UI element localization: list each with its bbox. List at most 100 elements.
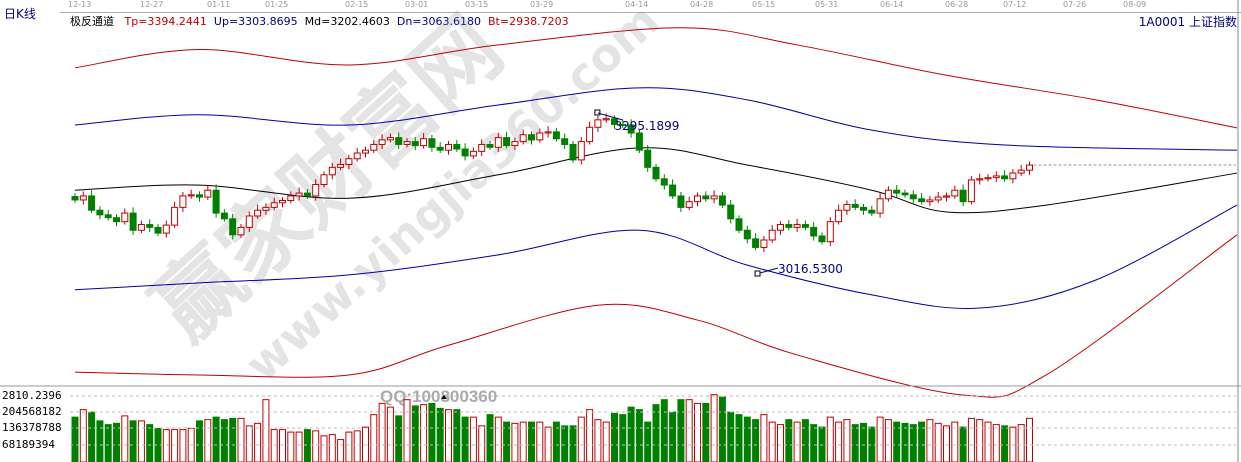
candle-down bbox=[486, 143, 494, 148]
legend-up: Up=3303.8695 bbox=[213, 15, 298, 28]
date-axis: 12-13 12-27 01-11 01-25 02-15 03-01 03-15 03-29… bbox=[60, 0, 1241, 13]
candle-up bbox=[1017, 169, 1025, 174]
symbol-label: 1A0001 上证指数 bbox=[1138, 15, 1237, 29]
candle-down bbox=[860, 206, 867, 211]
date-tick: 02-15 bbox=[345, 0, 369, 9]
date-tick: 03-01 bbox=[405, 0, 429, 9]
date-tick: 05-15 bbox=[752, 0, 776, 9]
volume-bar bbox=[204, 419, 212, 462]
candle-up bbox=[162, 224, 170, 234]
candle-down bbox=[801, 224, 809, 228]
candle-down bbox=[1001, 175, 1009, 180]
high-marker bbox=[594, 109, 601, 116]
candle-up bbox=[237, 226, 245, 236]
candle-up bbox=[519, 134, 527, 143]
volume-bar bbox=[96, 420, 104, 462]
candle-up bbox=[594, 119, 602, 128]
candle-down bbox=[901, 192, 909, 196]
legend-dn: Dn=3063.6180 bbox=[396, 15, 481, 28]
candle-up bbox=[876, 198, 884, 214]
volume-bar bbox=[312, 430, 320, 462]
volume-bar bbox=[660, 399, 668, 462]
volume-bar bbox=[511, 422, 519, 462]
candle-down bbox=[918, 198, 926, 203]
volume-bar bbox=[270, 429, 278, 462]
candle-down bbox=[196, 194, 203, 198]
volume-bar bbox=[395, 415, 403, 462]
candle-up bbox=[386, 137, 394, 141]
volume-bar bbox=[478, 425, 486, 462]
candle-up bbox=[577, 141, 585, 161]
volume-bar bbox=[137, 420, 145, 462]
candle-up bbox=[1026, 164, 1033, 171]
candle-up bbox=[287, 195, 295, 202]
candle-up bbox=[760, 239, 768, 248]
candle-down bbox=[154, 226, 162, 234]
date-tick: 04-28 bbox=[690, 0, 714, 9]
candle-down bbox=[644, 149, 652, 168]
candle-up bbox=[345, 158, 353, 165]
date-tick: 01-11 bbox=[207, 0, 231, 9]
candle-down bbox=[229, 218, 237, 236]
volume-bar bbox=[1026, 417, 1033, 462]
volume-bar bbox=[104, 424, 112, 462]
high-label: 3295.1899 bbox=[615, 119, 680, 133]
volume-bar bbox=[370, 414, 378, 462]
candle-up bbox=[370, 143, 378, 151]
volume-bar bbox=[196, 420, 203, 462]
volume-bar bbox=[179, 429, 187, 462]
candle-down bbox=[503, 137, 511, 147]
candle-up bbox=[843, 204, 851, 211]
candle-up bbox=[445, 143, 452, 151]
volume-bar bbox=[843, 419, 851, 462]
volume-bar bbox=[337, 439, 345, 462]
candle-up bbox=[710, 195, 718, 200]
volume-bar bbox=[611, 412, 618, 462]
volume-bar bbox=[577, 416, 585, 462]
volume-bar bbox=[561, 425, 569, 462]
candle-up bbox=[976, 178, 984, 181]
volume-bar bbox=[295, 431, 303, 462]
candle-down bbox=[561, 138, 569, 145]
date-tick: 05-31 bbox=[815, 0, 839, 9]
candle-up bbox=[984, 177, 992, 180]
candle-up bbox=[494, 137, 502, 148]
volume-bar bbox=[279, 429, 286, 462]
candle-down bbox=[146, 224, 154, 228]
period-label[interactable]: 日K线 bbox=[4, 7, 36, 21]
volume-bar bbox=[403, 399, 411, 462]
candle-up bbox=[320, 174, 328, 186]
date-tick: 07-12 bbox=[1003, 0, 1027, 9]
candle-up bbox=[934, 196, 942, 201]
volume-bar bbox=[420, 404, 428, 462]
volume-tick: 68189394 bbox=[2, 438, 55, 451]
volume-bar bbox=[760, 414, 768, 462]
candle-down bbox=[718, 195, 726, 206]
volume-bar bbox=[909, 424, 917, 462]
volume-bar bbox=[162, 429, 170, 462]
indicator-name: 极反通道 bbox=[70, 15, 114, 28]
candle-up bbox=[884, 189, 892, 200]
volume-bar bbox=[303, 429, 311, 462]
candle-up bbox=[295, 192, 303, 197]
volume-bar bbox=[220, 419, 228, 462]
candle-down bbox=[303, 192, 311, 197]
volume-bar bbox=[494, 416, 502, 462]
candle-down bbox=[88, 195, 96, 211]
volume-bar bbox=[669, 411, 677, 462]
candle-down bbox=[959, 189, 967, 203]
legend-tp: Tp=3394.2441 bbox=[124, 15, 207, 28]
candle-up bbox=[992, 175, 1000, 179]
candle-up bbox=[270, 202, 278, 208]
candle-down bbox=[669, 184, 677, 197]
candle-up bbox=[420, 138, 428, 147]
volume-bar bbox=[1017, 424, 1025, 462]
volume-bar bbox=[245, 425, 253, 462]
date-tick: 06-14 bbox=[880, 0, 904, 9]
date-tick: 03-29 bbox=[530, 0, 554, 9]
candle-up bbox=[469, 150, 477, 157]
candle-up bbox=[187, 194, 195, 197]
candle-up bbox=[254, 209, 262, 217]
volume-bar bbox=[428, 402, 436, 462]
